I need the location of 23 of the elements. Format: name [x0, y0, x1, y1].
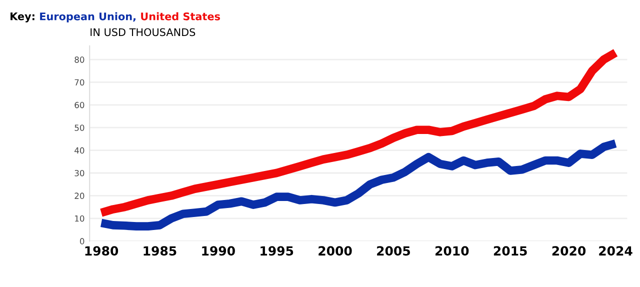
text: United States — [141, 12, 220, 20]
x-tick-label: 1990 — [202, 246, 235, 256]
y-tick-label: 80 — [74, 56, 84, 63]
y-axis-title: IN USD THOUSANDS — [90, 28, 196, 36]
x-tick-label: 2010 — [435, 246, 469, 256]
y-tick-label: 70 — [74, 79, 84, 86]
text: European Union, — [40, 12, 136, 22]
x-tick-label: 1980 — [85, 246, 118, 256]
y-tick-label: 40 — [74, 147, 84, 154]
x-tick-label: 1995 — [260, 246, 294, 256]
x-tick-label: 1985 — [144, 246, 176, 256]
y-tick-label: 0 — [80, 238, 84, 244]
x-tick-label: 2024 — [599, 246, 632, 256]
x-tick-label: 2000 — [318, 246, 352, 256]
x-tick-label: 2020 — [552, 246, 586, 256]
y-tick-label: 30 — [74, 170, 84, 176]
y-tick-label: 50 — [74, 124, 84, 131]
x-tick-label: 2005 — [377, 246, 410, 256]
legend-title: Key: — [10, 12, 34, 22]
x-tick-label: 2015 — [494, 246, 527, 256]
y-tick-label: 60 — [74, 102, 84, 108]
y-tick-label: 20 — [74, 192, 84, 199]
y-tick-label: 10 — [75, 215, 84, 222]
